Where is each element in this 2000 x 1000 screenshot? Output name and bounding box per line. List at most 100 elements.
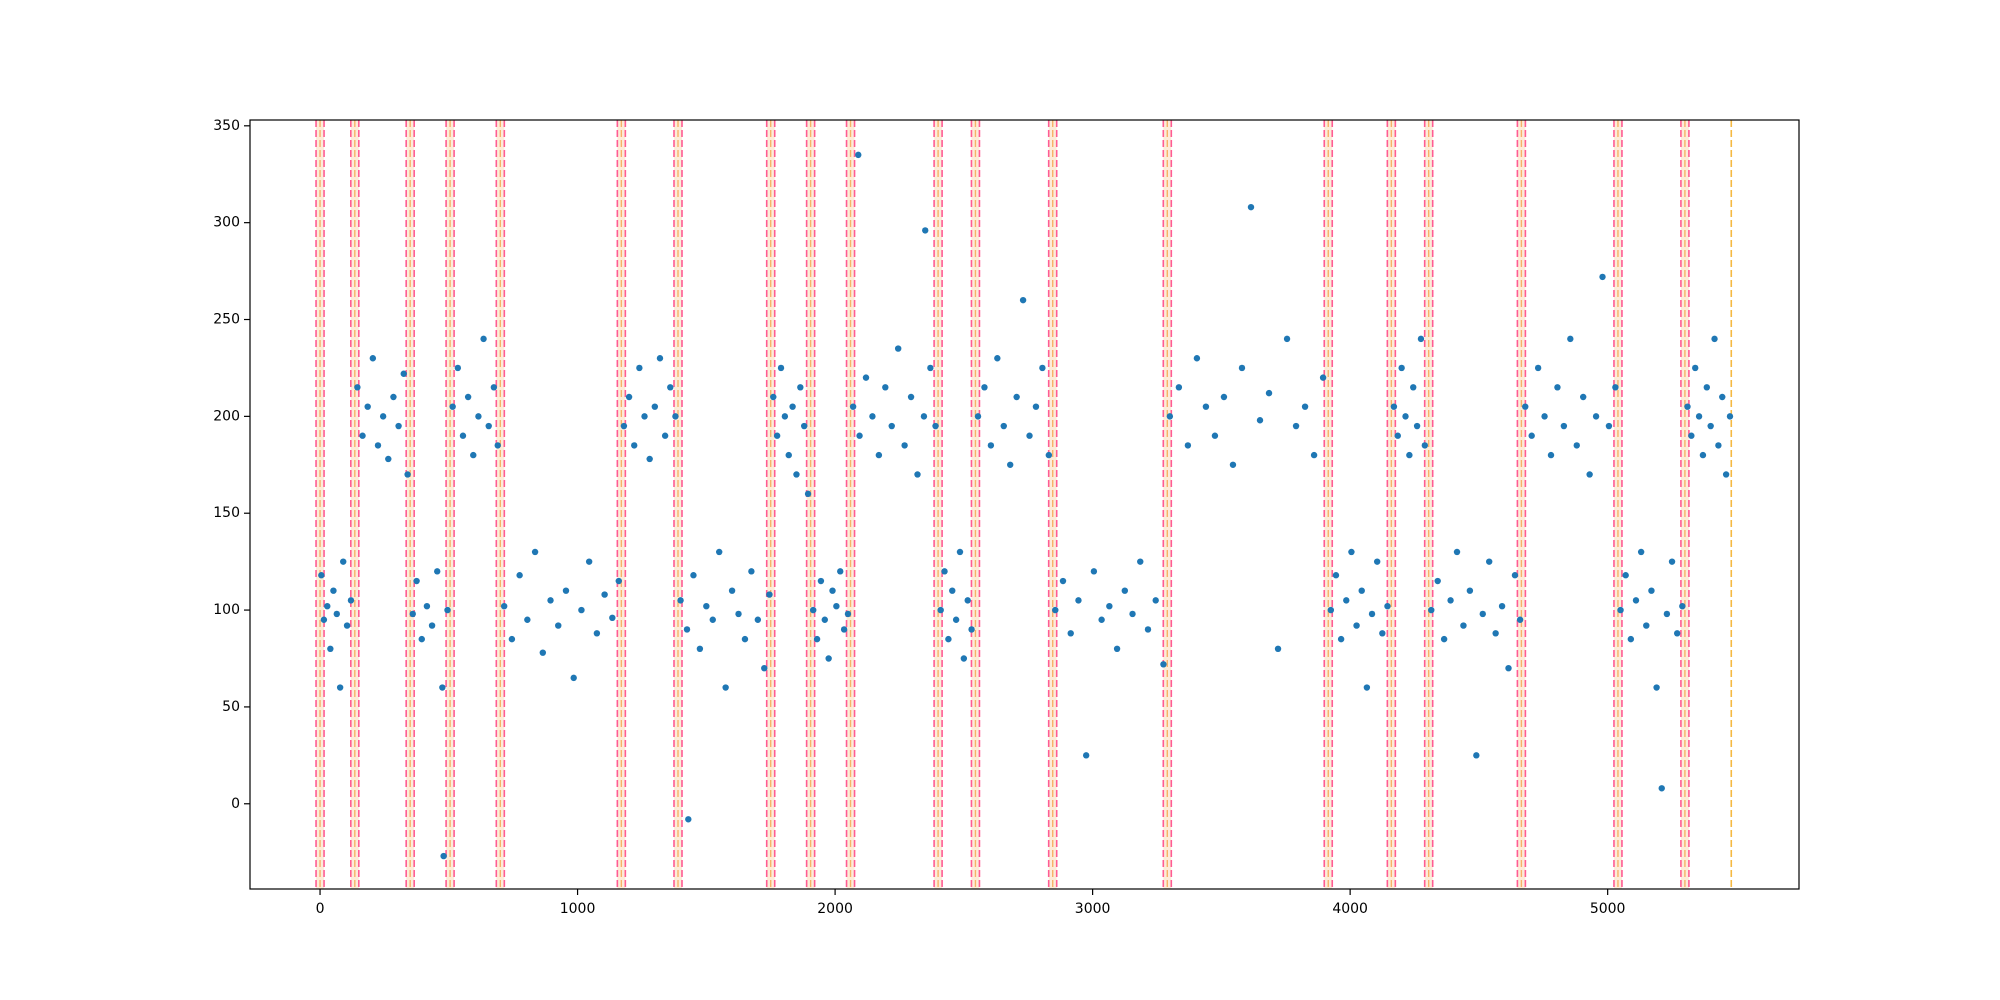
point [625, 393, 633, 401]
point [770, 393, 777, 401]
y-tick-label: 200 [213, 408, 240, 424]
point [1394, 432, 1401, 439]
point [1152, 597, 1159, 604]
y-tick-label: 0 [231, 796, 240, 812]
point [354, 384, 361, 391]
point [1039, 364, 1046, 372]
x-tick-label: 2000 [817, 901, 853, 917]
point [1528, 432, 1535, 439]
point [789, 403, 796, 410]
point [490, 384, 498, 391]
point [1274, 645, 1282, 653]
point [562, 587, 570, 594]
y-tick-label: 150 [213, 505, 240, 521]
point [1421, 442, 1429, 449]
point [379, 413, 387, 420]
point [920, 413, 928, 420]
point [703, 602, 710, 610]
point [1238, 364, 1246, 372]
point [470, 451, 477, 459]
point [1045, 451, 1053, 459]
point [1622, 572, 1629, 579]
point [1428, 606, 1435, 614]
plot-frame [249, 119, 1800, 890]
point [1511, 572, 1519, 579]
point [1129, 610, 1136, 618]
point [485, 422, 492, 430]
point [404, 471, 411, 478]
point [1247, 203, 1255, 211]
x-tick-label: 1000 [560, 901, 596, 917]
point [359, 432, 366, 439]
point [1498, 602, 1506, 610]
point [1398, 364, 1405, 372]
point [508, 635, 516, 643]
point [1679, 602, 1686, 610]
point [1193, 355, 1201, 362]
point [409, 610, 416, 618]
point [1327, 606, 1335, 614]
point [593, 630, 601, 637]
point [661, 432, 669, 439]
point [672, 413, 679, 420]
point [1019, 296, 1027, 304]
point [1522, 403, 1529, 410]
point [1402, 413, 1409, 420]
point [956, 548, 964, 556]
point [1113, 645, 1121, 653]
point [413, 577, 420, 585]
point [336, 684, 344, 691]
point [1605, 422, 1613, 430]
point [1410, 384, 1417, 391]
x-tick-label: 3000 [1075, 901, 1111, 917]
point [882, 384, 889, 391]
point [1447, 597, 1454, 604]
point [327, 645, 334, 653]
point [1695, 413, 1703, 420]
point [1220, 393, 1228, 401]
point [1573, 442, 1580, 449]
y-tick-label: 250 [213, 312, 240, 328]
point [1348, 548, 1355, 556]
point [1417, 335, 1425, 343]
point [1541, 413, 1548, 420]
point [1586, 471, 1593, 478]
point [968, 626, 975, 633]
point [1059, 577, 1067, 585]
point [464, 393, 472, 401]
point [1379, 630, 1386, 637]
point [1106, 602, 1113, 610]
point [964, 597, 971, 604]
point [400, 370, 407, 377]
point [374, 442, 382, 449]
point [1643, 622, 1650, 629]
point [1384, 602, 1391, 610]
point [1479, 610, 1486, 618]
point [440, 852, 447, 860]
y-tick-label: 350 [213, 118, 240, 134]
point [1082, 752, 1090, 759]
point [385, 455, 392, 463]
point [800, 422, 808, 430]
point [804, 490, 812, 498]
point [369, 355, 377, 362]
point [439, 684, 446, 691]
point [1144, 626, 1152, 633]
point [1007, 461, 1014, 468]
point [434, 568, 441, 575]
point [620, 422, 628, 430]
point [1256, 417, 1264, 424]
point [1466, 587, 1474, 594]
point [555, 622, 562, 629]
point [888, 422, 895, 430]
point [1319, 374, 1327, 381]
point [1052, 606, 1059, 614]
point [901, 442, 908, 449]
point [343, 622, 351, 629]
point [1075, 597, 1082, 604]
point [1673, 630, 1681, 637]
point [651, 403, 659, 410]
point [1715, 442, 1722, 449]
point [793, 471, 800, 478]
